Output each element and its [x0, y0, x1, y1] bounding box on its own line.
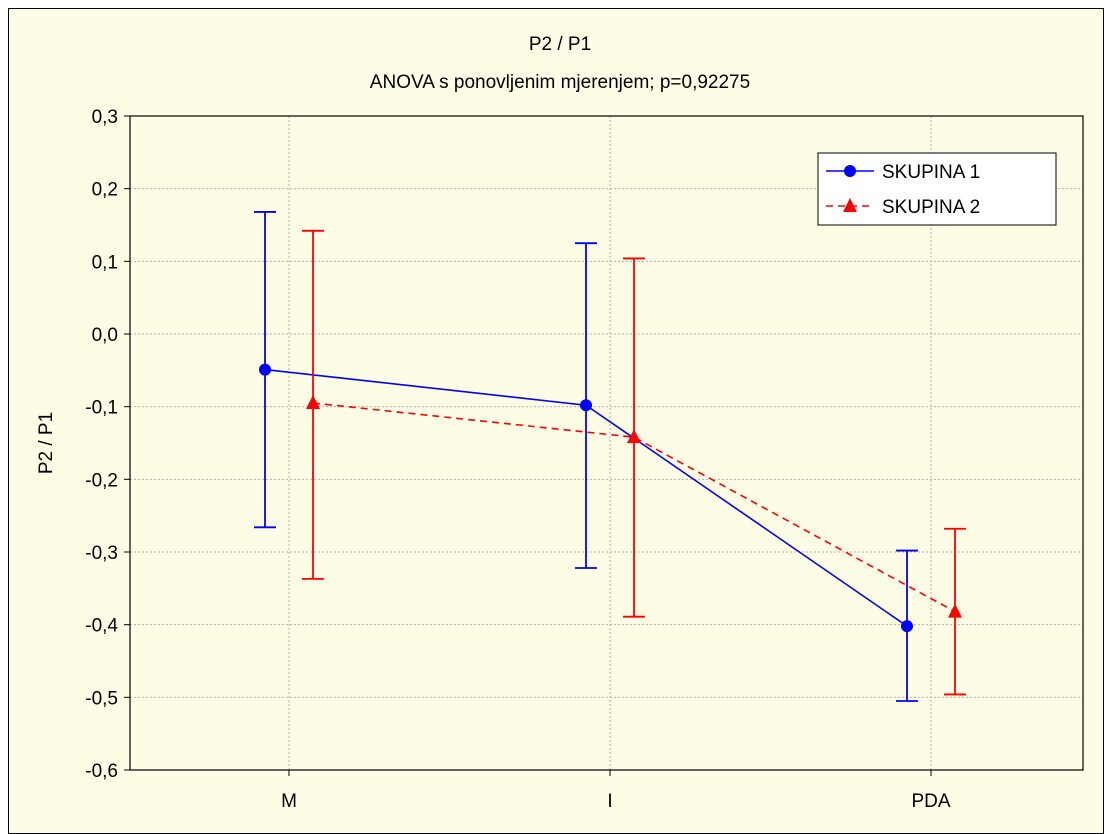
legend-marker	[843, 198, 857, 212]
x-tick-label: M	[281, 791, 297, 812]
y-tick-label: -0,3	[85, 543, 118, 564]
legend: SKUPINA 1 SKUPINA 2	[817, 152, 1057, 226]
data-point	[580, 399, 592, 412]
y-tick-label: -0,5	[85, 688, 118, 709]
legend-marker	[844, 165, 856, 177]
x-tick-label: PDA	[911, 791, 950, 812]
plot-area-border	[129, 115, 1084, 771]
legend-label: SKUPINA 1	[882, 162, 980, 183]
chart-frame	[8, 8, 1104, 834]
y-tick-label: 0,1	[92, 252, 118, 273]
data-point	[306, 395, 320, 410]
chart-subtitle: ANOVA s ponovljenim mjerenjem; p=0,92275	[370, 72, 750, 93]
y-tick-label: -0,4	[85, 616, 118, 637]
data-point	[259, 363, 271, 376]
data-point	[627, 429, 641, 444]
legend-box	[817, 152, 1057, 226]
y-tick-label: -0,6	[85, 761, 118, 782]
data-point	[948, 603, 962, 618]
series-1	[254, 211, 918, 702]
series-line	[312, 402, 956, 613]
y-axis-label: P2 / P1	[36, 412, 57, 474]
chart-title: P2 / P1	[529, 34, 591, 55]
series-group	[254, 211, 966, 702]
y-tick-label: 0,2	[92, 180, 118, 201]
y-tick-label: 0,0	[92, 325, 118, 346]
y-tick-label: -0,2	[85, 470, 118, 491]
y-tick-label: 0,3	[92, 107, 118, 128]
y-tick-label: -0,1	[85, 398, 118, 419]
legend-label: SKUPINA 2	[882, 197, 980, 218]
x-tick-label: I	[607, 791, 612, 812]
series-2	[302, 229, 966, 696]
axes: 0,3 0,2 0,1 0,0 -0,1 -0,2 -0,3 -0,4 -0,5 -0,6 M I PD…	[85, 107, 1084, 812]
data-point	[901, 620, 913, 633]
